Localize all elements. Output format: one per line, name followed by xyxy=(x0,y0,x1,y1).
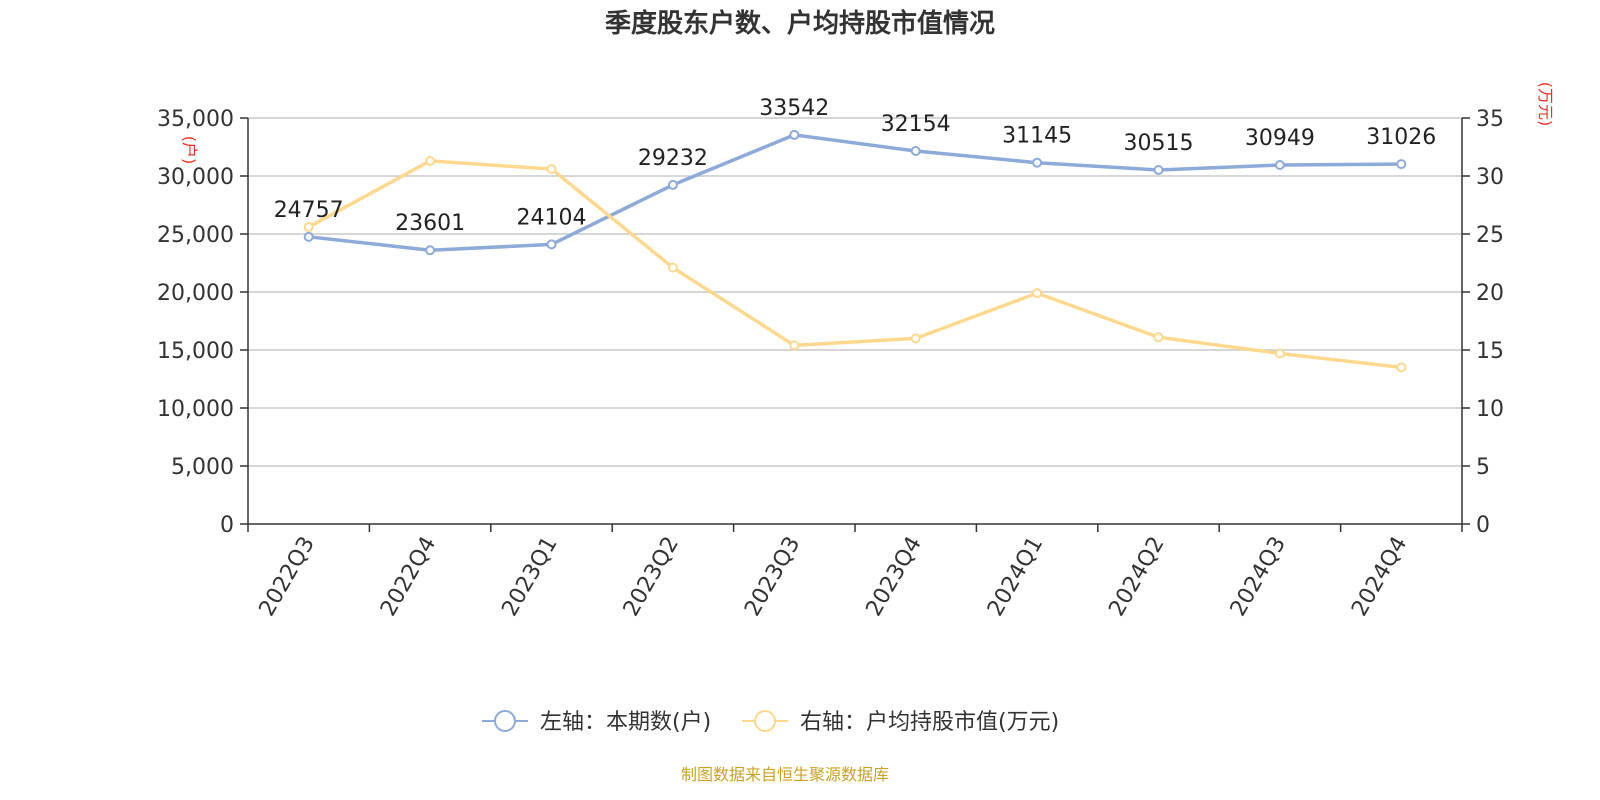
x-axis-ticks: 2022Q3 2022Q4 2023Q1 2023Q2 2023Q3 2023Q4 2024… xyxy=(247,524,1463,621)
right-tick-label: 25 xyxy=(1476,223,1504,248)
legend-label-shareholders[interactable]: 左轴：本期数(户) xyxy=(540,710,711,735)
left-tick-label: 15,000 xyxy=(157,339,234,364)
right-tick-label: 30 xyxy=(1476,165,1504,190)
data-point[interactable] xyxy=(546,239,557,250)
right-tick-label: 5 xyxy=(1476,455,1490,480)
data-point[interactable] xyxy=(910,146,921,157)
left-tick-label: 0 xyxy=(220,513,234,538)
data-label: 30515 xyxy=(1124,131,1194,156)
data-point[interactable] xyxy=(910,333,921,344)
x-tick-label: 2024Q2 xyxy=(1104,533,1169,621)
data-point[interactable] xyxy=(1032,288,1043,299)
left-tick-label: 20,000 xyxy=(157,281,234,306)
left-tick-label: 5,000 xyxy=(171,455,234,480)
data-point[interactable] xyxy=(789,129,800,140)
data-point[interactable] xyxy=(789,340,800,351)
left-tick-label: 25,000 xyxy=(157,223,234,248)
data-label: 32154 xyxy=(881,112,951,137)
x-tick-label: 2023Q1 xyxy=(497,533,562,621)
data-label: 24104 xyxy=(517,205,587,230)
data-label: 31026 xyxy=(1366,125,1436,150)
grid-lines xyxy=(248,117,1462,467)
data-point[interactable] xyxy=(1396,362,1407,373)
x-tick-label: 2024Q4 xyxy=(1347,533,1412,621)
legend: 左轴：本期数(户) 右轴：户均持股市值(万元) xyxy=(482,710,1059,735)
data-label: 29232 xyxy=(638,146,708,171)
data-point[interactable] xyxy=(546,164,557,175)
axes xyxy=(247,118,1463,525)
left-tick-label: 30,000 xyxy=(157,165,234,190)
right-tick-label: 0 xyxy=(1476,513,1490,538)
left-tick-label: 10,000 xyxy=(157,397,234,422)
chart-title: 季度股东户数、户均持股市值情况 xyxy=(605,8,995,39)
data-point[interactable] xyxy=(425,245,436,256)
data-point[interactable] xyxy=(1153,165,1164,176)
data-point[interactable] xyxy=(303,231,314,242)
right-axis-ticks: 0 5 10 15 20 25 30 35 xyxy=(1462,107,1504,538)
right-axis-unit: (万元) xyxy=(1536,82,1555,127)
right-tick-label: 15 xyxy=(1476,339,1504,364)
data-point[interactable] xyxy=(1274,348,1285,359)
x-tick-label: 2024Q3 xyxy=(1226,533,1291,621)
data-point[interactable] xyxy=(425,155,436,166)
x-tick-label: 2023Q4 xyxy=(862,533,927,621)
series-line-1 xyxy=(307,159,1402,370)
series-line-0 xyxy=(308,133,1402,252)
legend-label-market-value[interactable]: 右轴：户均持股市值(万元) xyxy=(800,710,1059,735)
data-label: 23601 xyxy=(395,211,465,236)
left-axis-unit: (户) xyxy=(180,136,199,165)
x-tick-label: 2024Q1 xyxy=(983,533,1048,621)
x-tick-label: 2023Q2 xyxy=(619,533,684,621)
data-point[interactable] xyxy=(667,262,678,273)
x-tick-label: 2022Q3 xyxy=(255,533,320,621)
data-label: 31145 xyxy=(1002,124,1072,149)
data-point[interactable] xyxy=(1032,157,1043,168)
data-point[interactable] xyxy=(1396,159,1407,170)
right-tick-label: 35 xyxy=(1476,107,1504,132)
left-tick-label: 35,000 xyxy=(157,107,234,132)
series-layer xyxy=(303,129,1407,373)
right-tick-label: 10 xyxy=(1476,397,1504,422)
data-point[interactable] xyxy=(1153,332,1164,343)
data-label: 30949 xyxy=(1245,126,1315,151)
legend-marker-market-value[interactable] xyxy=(754,710,776,732)
data-label: 24757 xyxy=(274,198,344,223)
data-point[interactable] xyxy=(1274,159,1285,170)
data-point[interactable] xyxy=(667,179,678,190)
left-axis-ticks: 0 5,000 10,000 15,000 20,000 25,000 30,000 35,0… xyxy=(157,107,248,538)
data-source: 制图数据来自恒生聚源数据库 xyxy=(681,765,889,784)
data-label: 33542 xyxy=(759,96,829,121)
x-tick-label: 2022Q4 xyxy=(376,533,441,621)
data-point[interactable] xyxy=(303,222,314,233)
right-tick-label: 20 xyxy=(1476,281,1504,306)
x-tick-label: 2023Q3 xyxy=(740,533,805,621)
data-labels: 24757 23601 24104 29232 33542 32154 31145 30515… xyxy=(274,96,1437,236)
legend-marker-shareholders[interactable] xyxy=(494,710,516,732)
